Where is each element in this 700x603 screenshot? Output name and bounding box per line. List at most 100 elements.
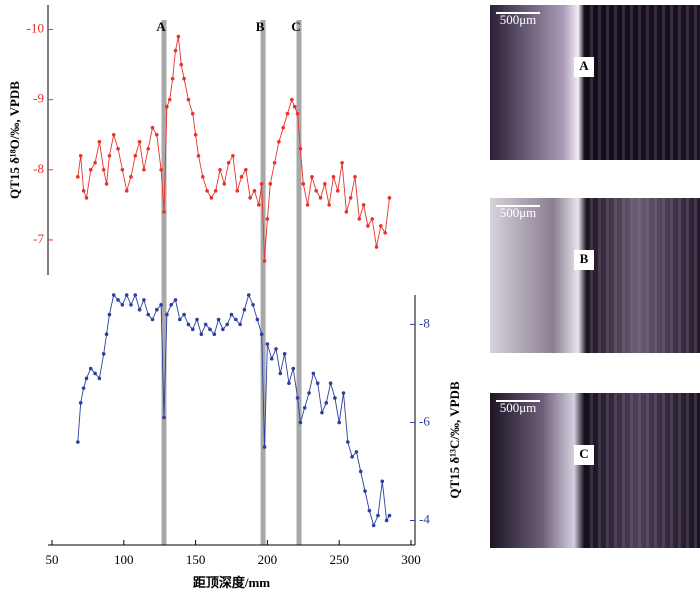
label-box — [574, 57, 594, 77]
y-axis-label: QT15 δ¹⁸O/‰, VPDB — [7, 81, 22, 199]
y2-tick-label: -4 — [419, 511, 430, 526]
y-tick-label: -8 — [33, 161, 44, 176]
data-point — [208, 327, 212, 332]
y-tick-label: -9 — [33, 91, 44, 106]
texture — [662, 198, 665, 353]
texture — [622, 393, 625, 548]
marker-label: C — [291, 19, 300, 34]
data-point — [246, 293, 251, 297]
data-point — [235, 189, 240, 193]
data-point — [234, 317, 238, 322]
texture — [654, 5, 657, 160]
data-point — [190, 327, 195, 332]
data-point — [203, 322, 208, 327]
x-axis-label: 距顶深度/mm — [193, 575, 270, 590]
data-point — [259, 182, 264, 186]
y2-tick-label: -8 — [419, 315, 430, 330]
texture — [678, 393, 681, 548]
data-point — [195, 317, 199, 322]
data-point — [97, 139, 102, 144]
texture — [638, 393, 641, 548]
data-point — [367, 508, 372, 513]
data-point — [255, 317, 260, 322]
data-point — [193, 132, 198, 137]
data-point — [262, 259, 267, 263]
data-point — [170, 76, 175, 81]
data-point — [190, 111, 195, 116]
data-point — [344, 210, 349, 214]
data-point — [244, 168, 248, 172]
data-point — [76, 440, 80, 444]
data-point — [162, 210, 166, 214]
data-point — [81, 189, 86, 193]
data-point — [328, 381, 333, 386]
texture — [630, 393, 633, 548]
data-point — [231, 153, 235, 158]
texture — [606, 393, 609, 548]
data-point — [88, 168, 93, 172]
data-point — [363, 489, 367, 493]
data-point — [310, 175, 314, 179]
data-point — [333, 396, 337, 400]
data-point — [129, 303, 133, 307]
data-point — [387, 196, 392, 200]
data-point — [133, 153, 138, 158]
data-point — [186, 97, 191, 102]
data-point — [348, 196, 353, 200]
data-point — [265, 217, 270, 221]
marker-label: A — [156, 19, 166, 34]
data-point — [226, 160, 231, 165]
texture — [606, 198, 609, 353]
data-point — [107, 312, 112, 317]
data-point — [167, 97, 172, 102]
data-point — [380, 479, 385, 484]
data-point — [323, 182, 327, 186]
panel-label: C — [579, 446, 588, 461]
data-point — [295, 396, 300, 400]
texture — [678, 5, 681, 160]
data-point — [179, 62, 184, 67]
texture — [646, 393, 649, 548]
data-point — [366, 224, 370, 228]
data-point — [124, 189, 129, 193]
data-point — [116, 146, 120, 151]
data-point — [225, 322, 229, 327]
texture — [694, 5, 697, 160]
data-point — [142, 168, 146, 172]
texture — [694, 198, 697, 353]
data-point — [331, 175, 336, 179]
data-point — [111, 132, 116, 137]
texture — [598, 393, 601, 548]
texture — [614, 198, 617, 353]
texture — [694, 393, 697, 548]
data-point — [104, 182, 109, 186]
marker-label: B — [256, 19, 265, 34]
texture — [606, 5, 609, 160]
data-point — [335, 189, 340, 193]
panel-label: A — [579, 58, 589, 73]
data-point — [209, 196, 214, 200]
x-tick-label: 300 — [401, 552, 421, 567]
texture — [622, 198, 625, 353]
texture — [662, 5, 665, 160]
texture — [630, 5, 633, 160]
data-point — [314, 189, 319, 193]
data-point — [104, 332, 109, 337]
marker-band — [260, 20, 266, 545]
data-point — [155, 307, 159, 312]
texture — [590, 5, 593, 160]
data-point — [281, 125, 285, 130]
data-point — [137, 307, 142, 312]
data-point — [354, 450, 359, 454]
texture — [638, 5, 641, 160]
data-point — [107, 153, 112, 158]
data-point — [218, 168, 222, 172]
micrograph — [490, 198, 700, 353]
data-point — [221, 327, 225, 332]
data-point — [318, 196, 323, 200]
data-point — [376, 513, 380, 518]
data-point — [93, 371, 97, 376]
data-point — [159, 168, 163, 172]
